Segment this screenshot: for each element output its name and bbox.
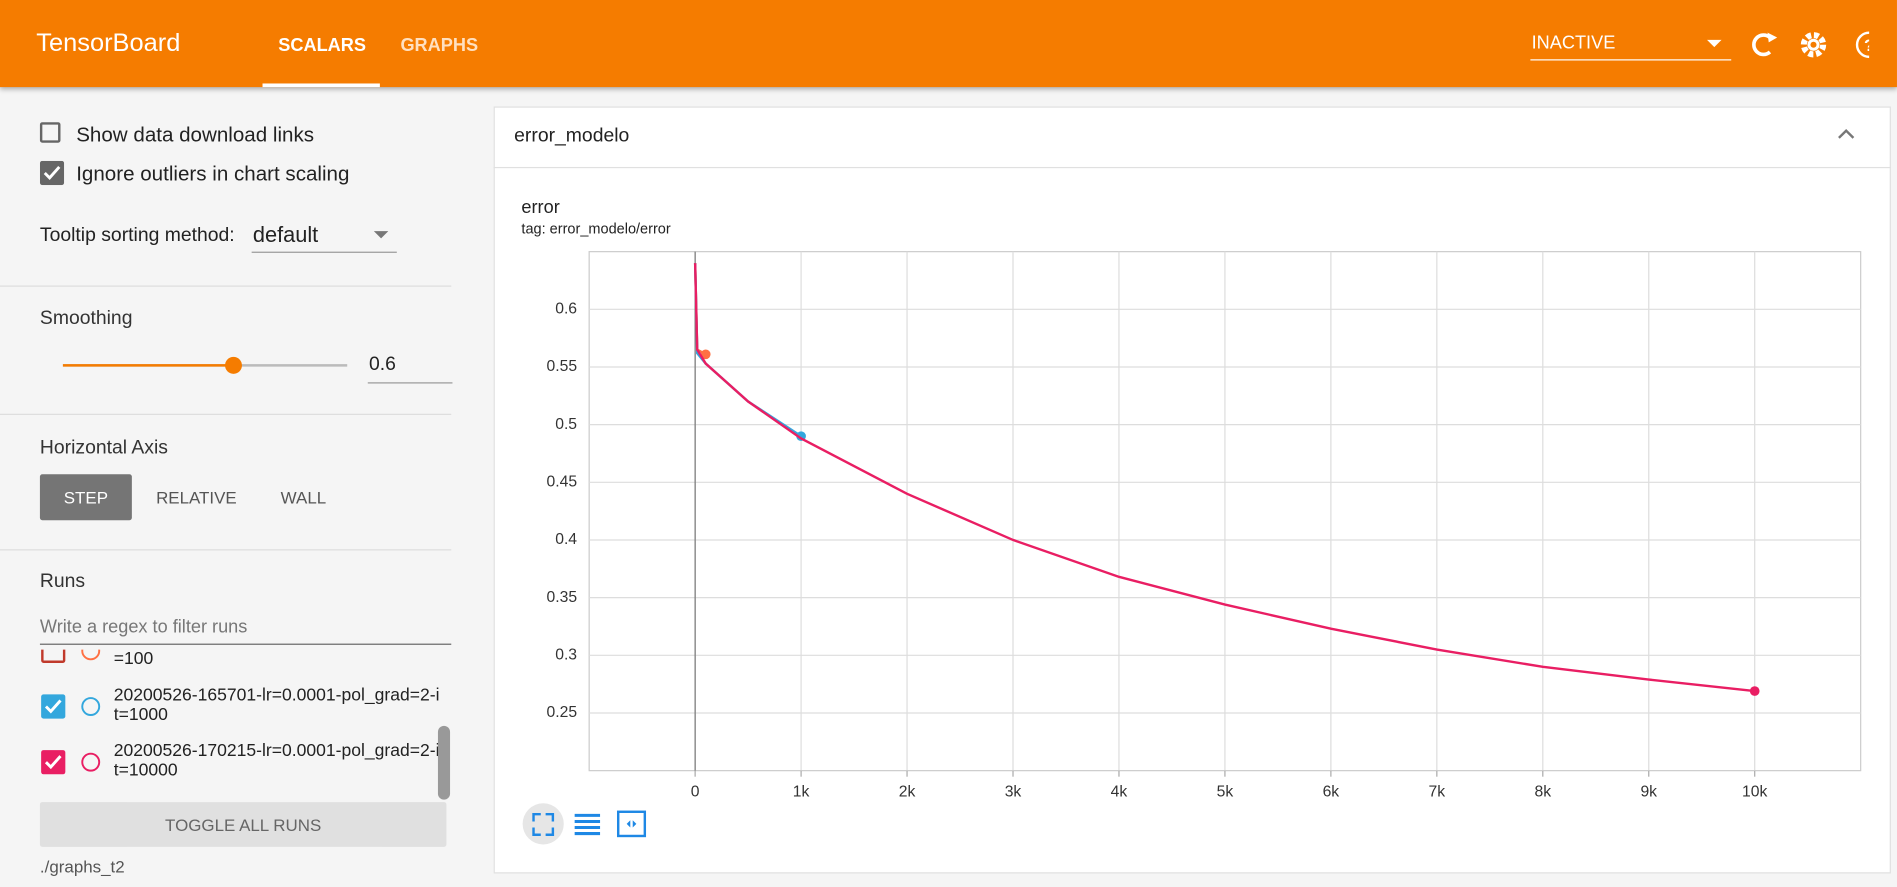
axis-option[interactable]: WALL <box>280 487 327 507</box>
run-row: 20200526-165701-lr=0.0001-pol_grad=2-it=… <box>40 686 439 742</box>
y-tick-label: 0.3 <box>555 646 577 663</box>
app-title: TensorBoard <box>36 29 181 57</box>
y-tick-label: 0.45 <box>546 473 577 490</box>
axis-option[interactable]: STEP <box>63 487 109 507</box>
x-tick-label: 10k <box>1742 784 1767 801</box>
chart-buttons <box>522 803 647 845</box>
input-underline <box>39 643 452 645</box>
input-underline <box>367 382 453 384</box>
x-tick-label: 5k <box>1217 784 1234 801</box>
axis-option[interactable]: RELATIVE <box>156 487 237 507</box>
toggle-label: TOGGLE ALL RUNS <box>165 815 322 835</box>
y-tick-label: 0.35 <box>546 589 577 606</box>
axis-button-selected[interactable] <box>39 474 132 521</box>
card <box>493 106 1891 874</box>
y-tick-label: 0.25 <box>546 704 577 721</box>
run-toggle[interactable] <box>40 649 113 665</box>
tab-indicator <box>262 83 380 88</box>
help-mark: ? <box>1864 36 1869 55</box>
slider[interactable] <box>54 351 356 380</box>
series-line <box>693 263 802 438</box>
run-toggle[interactable] <box>40 693 113 720</box>
refresh-arrow <box>1767 32 1778 43</box>
checkbox-label: Ignore outliers in chart scaling <box>76 162 350 186</box>
card-divider <box>493 166 1891 169</box>
x-tick-label: 7k <box>1429 784 1446 801</box>
data-table-button[interactable] <box>574 813 601 836</box>
scrollbar[interactable] <box>437 725 451 800</box>
header-icons: ? <box>1707 31 1870 59</box>
x-tick-label: 6k <box>1323 784 1340 801</box>
dropdown-arrow[interactable] <box>1707 39 1722 48</box>
run-name: 20200526-170215-lr=0.0001-pol_grad=2-it=… <box>113 741 440 781</box>
y-tick-label: 0.5 <box>555 416 577 433</box>
section-title: Horizontal Axis <box>39 437 168 459</box>
card-title: error_modelo <box>514 125 630 147</box>
divider <box>0 413 452 415</box>
refresh-icon[interactable] <box>1752 33 1772 57</box>
x-tick-label: 1k <box>793 784 810 801</box>
section-title: Smoothing <box>39 308 133 330</box>
section-title: Runs <box>39 571 86 592</box>
y-tick-label: 0.55 <box>546 358 577 375</box>
chart-subtitle: tag: error_modelo/error <box>521 220 671 238</box>
x-tick-label: 0 <box>691 784 700 801</box>
help-icon[interactable] <box>1855 31 1870 59</box>
checkbox[interactable] <box>39 122 61 143</box>
divider <box>0 285 452 287</box>
run-name: 20200526-165701-lr=0.0001-pol_grad=2-it=… <box>113 685 440 725</box>
end-point <box>1749 686 1760 696</box>
chart-title: error <box>521 197 560 218</box>
tab[interactable]: GRAPHS <box>400 35 479 56</box>
x-tick-label: 8k <box>1534 784 1551 801</box>
dropdown[interactable]: default <box>252 222 319 247</box>
fullscreen-button[interactable] <box>522 803 564 845</box>
settings-icon[interactable] <box>1800 32 1827 58</box>
fit-button[interactable] <box>616 810 647 838</box>
x-tick-label: 3k <box>1005 784 1022 801</box>
dropdown-arrow <box>373 231 389 239</box>
x-tick-label: 9k <box>1640 784 1657 801</box>
y-tick-label: 0.4 <box>555 531 577 548</box>
checkbox-label: Show data download links <box>76 123 315 147</box>
collapse-icon[interactable] <box>1838 128 1855 140</box>
dropdown-underline <box>1530 59 1732 61</box>
dropdown-underline <box>251 251 397 253</box>
settings-hole <box>1810 41 1817 48</box>
run-name: 20200526-165404-lr=0.001-pol_grad=2-it=1… <box>113 649 154 670</box>
end-point <box>700 349 711 360</box>
header: TensorBoard SCALARS GRAPHS INACTIVE ? <box>0 0 1897 88</box>
logdir: ./graphs_t2 <box>39 856 125 876</box>
run-row: 20200526-170215-lr=0.0001-pol_grad=2-it=… <box>40 742 439 798</box>
tab[interactable]: SCALARS <box>278 35 366 56</box>
run-row: 20200526-165404-lr=0.001-pol_grad=2-it=1… <box>40 649 439 686</box>
toggle-button[interactable] <box>39 802 447 847</box>
label: Tooltip sorting method: <box>39 225 235 246</box>
run-toggle[interactable] <box>40 749 113 776</box>
x-tick-label: 2k <box>899 784 916 801</box>
run-list: 20200526-165404-lr=0.001-pol_grad=2-it=1… <box>0 649 451 800</box>
x-tick-label: 4k <box>1111 784 1128 801</box>
divider <box>0 549 452 551</box>
slider-knob[interactable] <box>225 356 242 374</box>
checkbox[interactable] <box>39 160 65 186</box>
status-dropdown[interactable]: INACTIVE <box>1531 32 1616 54</box>
y-tick-label: 0.6 <box>555 300 577 317</box>
series-line <box>693 263 1755 693</box>
smoothing-input[interactable]: 0.6 <box>368 354 396 376</box>
filter-input[interactable]: Write a regex to filter runs <box>39 616 248 638</box>
